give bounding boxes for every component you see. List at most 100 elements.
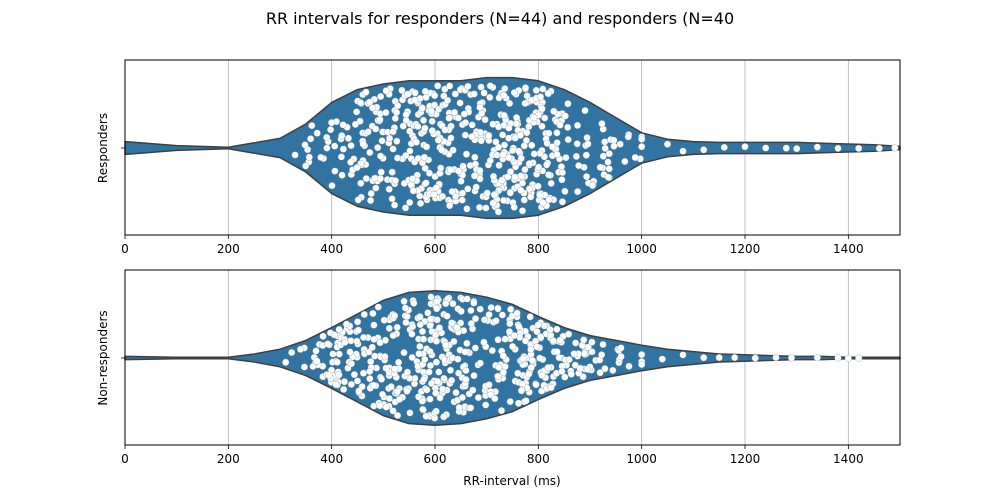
x-tick-label: 1200	[730, 452, 761, 466]
swarm-point	[511, 173, 519, 181]
swarm-point	[476, 175, 484, 183]
swarm-point	[598, 120, 606, 128]
swarm-point	[461, 131, 469, 139]
swarm-point	[458, 196, 466, 204]
swarm-point	[483, 189, 491, 197]
swarm-point	[476, 167, 484, 175]
swarm-point	[506, 320, 514, 328]
swarm-point	[515, 323, 523, 331]
swarm-point	[599, 152, 607, 160]
swarm-point	[564, 123, 572, 131]
swarm-point	[370, 321, 378, 329]
swarm-point	[341, 338, 349, 346]
swarm-point	[583, 134, 591, 142]
swarm-point	[544, 364, 552, 372]
swarm-point	[514, 399, 523, 407]
swarm-point	[391, 177, 399, 185]
swarm-point	[406, 147, 414, 155]
swarm-point	[558, 198, 566, 206]
swarm-point	[494, 336, 502, 344]
swarm-point	[561, 373, 569, 381]
swarm-point	[505, 124, 513, 132]
swarm-point	[438, 192, 447, 200]
swarm-point	[525, 160, 533, 168]
swarm-point	[420, 335, 428, 343]
swarm-point	[534, 182, 542, 190]
swarm-point	[532, 86, 540, 94]
swarm-point	[455, 369, 463, 377]
swarm-point	[305, 153, 313, 161]
swarm-point	[631, 153, 639, 162]
swarm-point	[495, 123, 503, 131]
swarm-point	[462, 150, 471, 158]
swarm-point	[500, 141, 509, 149]
swarm-point	[494, 305, 502, 313]
swarm-point	[376, 175, 384, 183]
swarm-point	[813, 143, 821, 151]
swarm-point	[362, 175, 370, 183]
swarm-point	[475, 203, 484, 212]
swarm-point	[312, 347, 320, 355]
non-responders-swarm-points	[282, 293, 863, 422]
swarm-point	[391, 312, 399, 320]
x-tick-label: 200	[217, 242, 240, 256]
swarm-point	[538, 105, 546, 113]
swarm-point	[547, 384, 555, 392]
swarm-point	[296, 345, 305, 353]
swarm-point	[553, 139, 561, 147]
swarm-point	[537, 333, 545, 341]
swarm-point	[588, 338, 596, 346]
swarm-point	[463, 205, 471, 213]
swarm-point	[517, 172, 525, 180]
swarm-point	[446, 366, 455, 374]
swarm-point	[564, 100, 572, 108]
swarm-point	[430, 101, 439, 109]
swarm-point	[388, 195, 396, 203]
swarm-point	[399, 122, 407, 130]
swarm-point	[539, 85, 547, 93]
swarm-point	[492, 317, 500, 325]
x-tick-label: 1400	[833, 452, 864, 466]
x-tick-label: 400	[320, 452, 343, 466]
swarm-point	[434, 377, 442, 385]
swarm-point	[425, 368, 433, 376]
swarm-point	[467, 404, 475, 412]
swarm-point	[470, 90, 478, 98]
swarm-point	[638, 351, 646, 359]
swarm-point	[521, 166, 529, 174]
swarm-point	[376, 402, 384, 410]
swarm-point	[347, 337, 355, 345]
swarm-point	[366, 98, 374, 106]
swarm-point	[526, 313, 534, 321]
swarm-point	[402, 152, 410, 160]
swarm-point	[535, 163, 543, 171]
swarm-point	[409, 187, 417, 195]
swarm-point	[408, 353, 416, 362]
swarm-point	[408, 330, 416, 338]
swarm-point	[337, 153, 345, 161]
swarm-point	[731, 354, 739, 362]
x-tick-label: 800	[527, 452, 550, 466]
swarm-point	[371, 352, 379, 360]
swarm-point	[381, 353, 389, 361]
non-responders-y-label: Non-responders	[96, 310, 110, 405]
swarm-point	[424, 309, 432, 317]
swarm-point	[386, 134, 394, 142]
swarm-point	[486, 82, 494, 90]
swarm-point	[509, 146, 517, 155]
swarm-point	[380, 316, 388, 324]
swarm-point	[323, 133, 331, 141]
swarm-point	[353, 108, 361, 116]
swarm-point	[523, 129, 531, 137]
x-tick-label: 600	[424, 242, 447, 256]
swarm-point	[377, 92, 385, 101]
swarm-point	[534, 321, 542, 329]
swarm-point	[762, 144, 770, 152]
swarm-point	[491, 395, 499, 403]
swarm-point	[510, 203, 518, 211]
swarm-point	[427, 315, 435, 323]
swarm-point	[540, 322, 548, 330]
swarm-point	[391, 201, 399, 209]
swarm-point	[338, 132, 346, 140]
swarm-point	[583, 365, 591, 373]
